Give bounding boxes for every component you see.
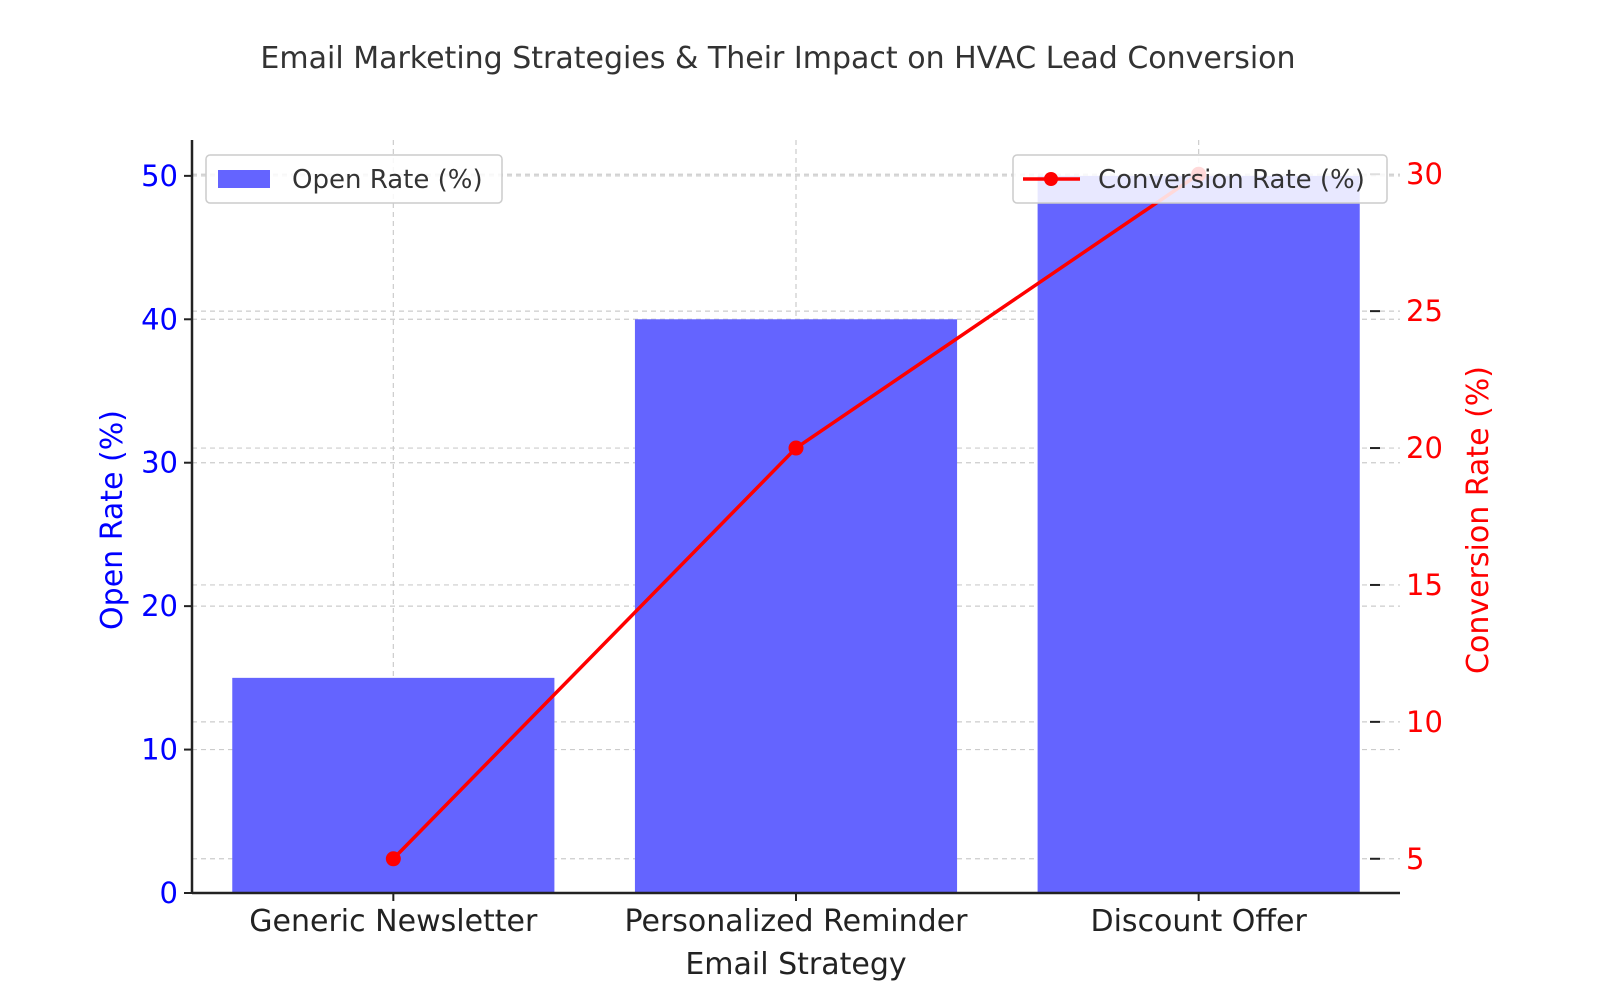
x-tick-label: Personalized Reminder (624, 904, 968, 939)
y-right-tick-label: 30 (1406, 157, 1443, 191)
y-left-tick-label: 10 (141, 733, 178, 767)
x-axis-label: Email Strategy (685, 947, 906, 982)
y-right-axis-label: Conversion Rate (%) (1461, 366, 1496, 674)
y-left-tick-label: 50 (141, 159, 178, 193)
tick-labels: 0 10 20 30 40 50 5 10 15 20 25 30 Generic Newsletter… (141, 157, 1443, 939)
bar-open-rate (1037, 175, 1360, 893)
y-right-tick-label: 10 (1406, 705, 1443, 739)
x-tick-label: Generic Newsletter (249, 904, 538, 939)
point-conversion-rate (385, 851, 401, 867)
y-right-tick-label: 5 (1406, 842, 1424, 876)
chart-title: Email Marketing Strategies & Their Impac… (260, 41, 1295, 76)
bar-series (232, 175, 1360, 893)
bar-open-rate (634, 319, 958, 893)
legend-marker-conversion-rate (1044, 172, 1058, 186)
y-left-tick-label: 40 (141, 302, 178, 336)
legend-box (205, 154, 503, 204)
y-left-tick-label: 20 (141, 589, 178, 623)
y-right-tick-label: 25 (1406, 294, 1443, 328)
legend-box (1012, 154, 1388, 204)
point-conversion-rate (788, 440, 804, 456)
y-right-tick-label: 20 (1406, 431, 1443, 465)
legend-conversion-rate: Conversion Rate (%) (1012, 154, 1388, 204)
y-left-axis-label: Open Rate (%) (95, 410, 130, 630)
y-left-tick-label: 30 (141, 446, 178, 480)
y-left-tick-label: 0 (160, 876, 178, 910)
legend-open-rate: Open Rate (%) (205, 154, 503, 204)
legend-swatch-open-rate (218, 170, 270, 188)
legend-label-open-rate: Open Rate (%) (292, 165, 483, 195)
axes (184, 140, 1400, 901)
x-tick-label: Discount Offer (1091, 904, 1308, 939)
legend-label-conversion-rate: Conversion Rate (%) (1098, 165, 1365, 195)
y-right-tick-label: 15 (1406, 568, 1443, 602)
